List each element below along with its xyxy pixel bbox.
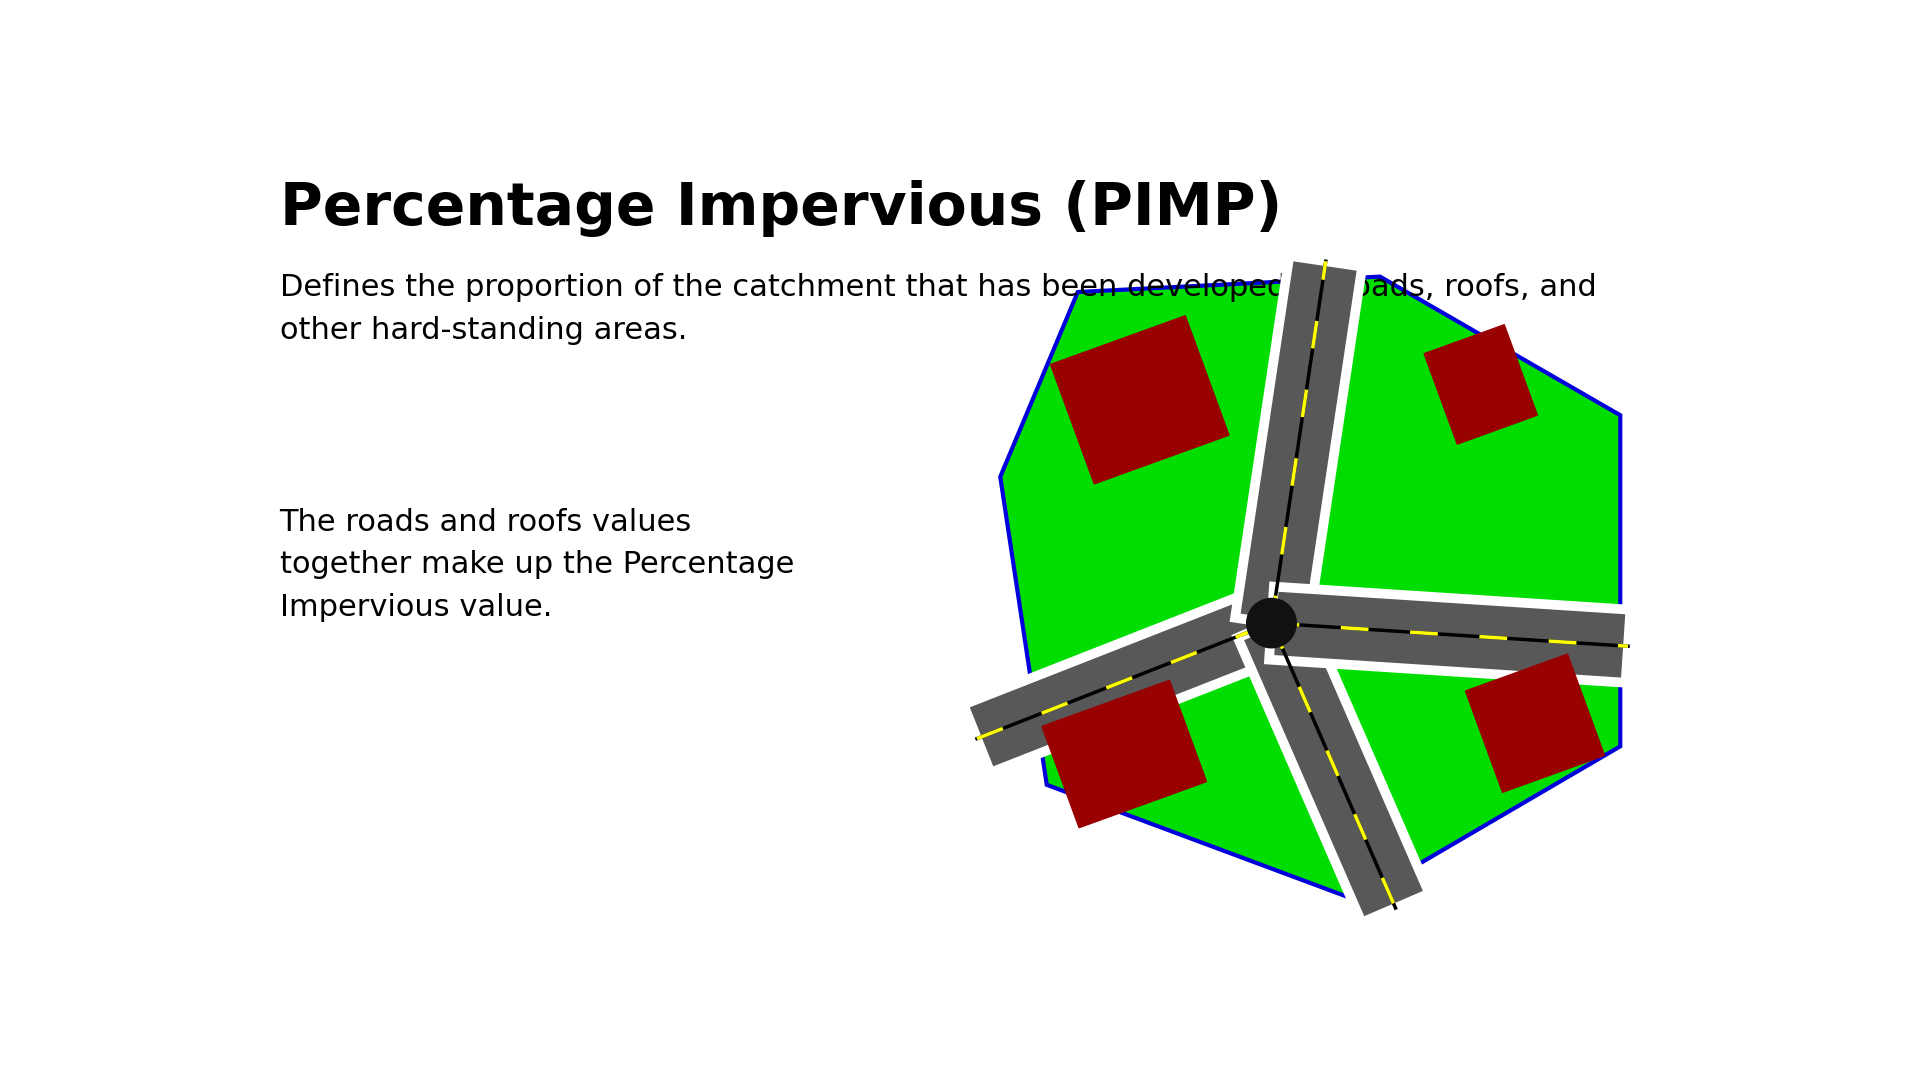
Polygon shape: [1050, 316, 1229, 484]
Polygon shape: [1042, 680, 1206, 828]
Text: The roads and roofs values
together make up the Percentage
Impervious value.: The roads and roofs values together make…: [279, 507, 794, 622]
Polygon shape: [1466, 654, 1604, 793]
Text: Defines the proportion of the catchment that has been developed as roads, roofs,: Defines the proportion of the catchment …: [279, 273, 1597, 344]
Text: Percentage Impervious (PIMP): Percentage Impervious (PIMP): [279, 180, 1281, 238]
Circle shape: [1246, 598, 1296, 647]
Polygon shape: [1423, 325, 1537, 444]
Polygon shape: [1238, 608, 1429, 922]
Polygon shape: [1000, 277, 1620, 900]
Polygon shape: [963, 589, 1285, 772]
Polygon shape: [1235, 256, 1362, 629]
Polygon shape: [1269, 586, 1631, 683]
